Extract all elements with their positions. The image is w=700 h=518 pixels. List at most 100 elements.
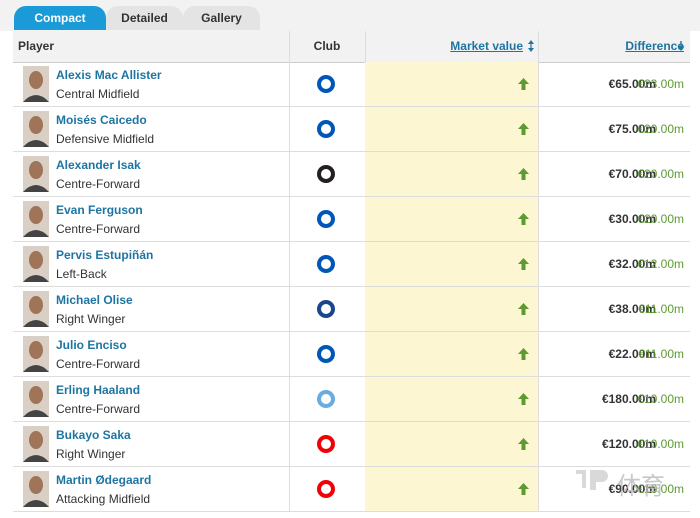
player-name[interactable]: Alexander Isak	[56, 158, 141, 172]
player-name[interactable]: Evan Ferguson	[56, 203, 143, 217]
player-position: Right Winger	[56, 312, 126, 326]
player-photo	[23, 111, 49, 147]
market-value-cell	[365, 422, 539, 466]
trend-up-icon	[518, 123, 529, 135]
market-value: €32.00m	[608, 257, 656, 271]
market-value-cell	[365, 62, 539, 106]
column-header: Club	[313, 39, 341, 53]
market-value-cell	[365, 467, 539, 511]
player-position: Defensive Midfield	[56, 132, 155, 146]
table-row: Martin Ødegaard Attacking Midfield €90.00m…	[13, 467, 690, 512]
player-photo	[23, 291, 49, 327]
trend-up-icon	[518, 348, 529, 360]
table-header	[13, 31, 690, 63]
market-value: €38.00m	[608, 302, 656, 316]
market-value: €90.00m	[608, 482, 656, 496]
trend-up-icon	[518, 168, 529, 180]
sort-icon[interactable]	[677, 41, 685, 51]
table-row: Alexis Mac Allister Central Midfield €65.0…	[13, 62, 690, 107]
value-difference: €10.00m	[637, 392, 684, 406]
market-value: €70.00m	[608, 167, 656, 181]
tab[interactable]: Compact	[14, 6, 106, 30]
table-row: Moisés Caicedo Defensive Midfield €75.00m €…	[13, 107, 690, 152]
market-value: €180.00m	[601, 392, 656, 406]
player-photo	[23, 66, 49, 102]
player-position: Right Winger	[56, 447, 126, 461]
club-badge	[317, 300, 335, 318]
value-difference: €11.00m	[638, 347, 684, 361]
player-photo	[23, 471, 49, 507]
value-difference: €10.00m	[637, 437, 684, 451]
trend-up-icon	[518, 483, 529, 495]
player-name[interactable]: Martin Ødegaard	[56, 473, 152, 487]
club-badge	[317, 120, 335, 138]
market-value: €75.00m	[608, 122, 656, 136]
column-header[interactable]: Difference	[625, 39, 684, 53]
trend-up-icon	[518, 303, 529, 315]
player-position: Centre-Forward	[56, 222, 141, 236]
table-row: Julio Enciso Centre-Forward €22.00m €11.00m	[13, 332, 690, 377]
market-value: €22.00m	[608, 347, 656, 361]
header-divider	[538, 31, 539, 62]
trend-up-icon	[518, 258, 529, 270]
market-value-cell	[365, 242, 539, 286]
value-difference: €11.00m	[638, 302, 684, 316]
player-position: Centre-Forward	[56, 402, 141, 416]
market-value: €120.00m	[601, 437, 656, 451]
club-badge	[317, 75, 335, 93]
player-name[interactable]: Moisés Caicedo	[56, 113, 147, 127]
market-value-cell	[365, 287, 539, 331]
column-header: Player	[18, 39, 55, 53]
trend-up-icon	[518, 438, 529, 450]
table-row: Bukayo Saka Right Winger €120.00m €10.00m	[13, 422, 690, 467]
player-name[interactable]: Julio Enciso	[56, 338, 127, 352]
player-name[interactable]: Bukayo Saka	[56, 428, 131, 442]
market-value: €65.00m	[608, 77, 656, 91]
player-photo	[23, 246, 49, 282]
market-value-cell	[365, 377, 539, 421]
table-row: Pervis Estupiñán Left-Back €32.00m €12.00m	[13, 242, 690, 287]
value-difference: €20.00m	[637, 122, 684, 136]
table-row: Erling Haaland Centre-Forward €180.00m €10.…	[13, 377, 690, 422]
trend-up-icon	[518, 393, 529, 405]
player-position: Centre-Forward	[56, 177, 141, 191]
trend-up-icon	[518, 78, 529, 90]
player-position: Central Midfield	[56, 87, 140, 101]
value-difference: €20.00m	[637, 212, 684, 226]
tab[interactable]: Detailed	[106, 6, 183, 30]
trend-up-icon	[518, 213, 529, 225]
tab[interactable]: Gallery	[183, 6, 260, 30]
player-name[interactable]: Alexis Mac Allister	[56, 68, 162, 82]
table-row: Alexander Isak Centre-Forward €70.00m €20.0…	[13, 152, 690, 197]
player-name[interactable]: Michael Olise	[56, 293, 133, 307]
watermark: 体育	[617, 472, 665, 500]
value-difference: €12.00m	[637, 257, 684, 271]
club-badge	[317, 480, 335, 498]
sort-icon[interactable]	[527, 40, 535, 52]
player-photo	[23, 201, 49, 237]
value-difference: €20.00m	[637, 167, 684, 181]
club-badge	[317, 345, 335, 363]
player-position: Centre-Forward	[56, 357, 141, 371]
table-row: Michael Olise Right Winger €38.00m €11.00m	[13, 287, 690, 332]
market-value: €30.00m	[608, 212, 656, 226]
player-name[interactable]: Pervis Estupiñán	[56, 248, 154, 262]
market-value-cell	[365, 197, 539, 241]
player-photo	[23, 156, 49, 192]
column-header[interactable]: Market value	[450, 39, 523, 53]
market-value-cell	[365, 152, 539, 196]
club-badge	[317, 390, 335, 408]
player-photo	[23, 336, 49, 372]
table-row: Evan Ferguson Centre-Forward €30.00m €20.00…	[13, 197, 690, 242]
header-divider	[289, 31, 366, 62]
player-name[interactable]: Erling Haaland	[56, 383, 141, 397]
club-badge	[317, 435, 335, 453]
club-badge	[317, 255, 335, 273]
market-value-cell	[365, 107, 539, 151]
player-photo	[23, 381, 49, 417]
market-value-cell	[365, 332, 539, 376]
club-badge	[317, 165, 335, 183]
value-difference: €10.00m	[637, 482, 684, 496]
club-badge	[317, 210, 335, 228]
